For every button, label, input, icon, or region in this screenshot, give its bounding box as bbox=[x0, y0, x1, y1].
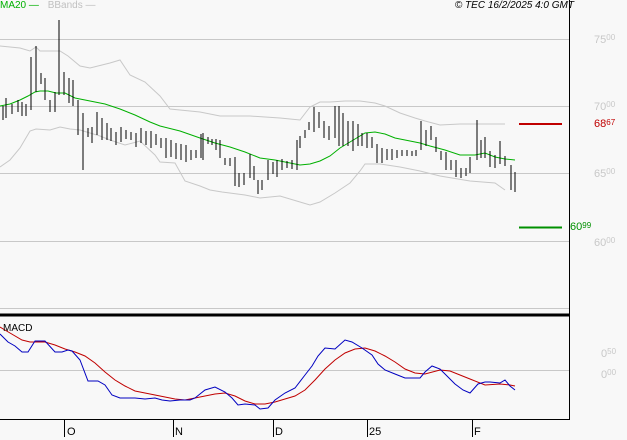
resistance-level-label: 6867 bbox=[594, 118, 616, 130]
x-label-oct: O bbox=[67, 426, 76, 438]
ohlc-bars bbox=[2, 20, 516, 194]
macd-main-line bbox=[0, 333, 516, 410]
chart-legend: MA20 — BBands — bbox=[0, 0, 96, 11]
price-label-7500: 7500 bbox=[594, 33, 616, 46]
x-label-2025: 25 bbox=[369, 426, 382, 438]
price-gridlines bbox=[0, 39, 569, 309]
legend-ma20: MA20 — bbox=[0, 0, 39, 11]
bbands-lower-line bbox=[0, 126, 506, 206]
x-axis-ticks bbox=[64, 420, 473, 437]
support-level-label: 6099 bbox=[570, 221, 592, 233]
bbands-upper-line bbox=[0, 45, 505, 126]
x-label-nov: N bbox=[175, 426, 183, 438]
x-label-feb: F bbox=[474, 426, 481, 438]
copyright-timestamp: © TEC 16/2/2025 4:0 GMT bbox=[454, 0, 574, 11]
price-label-6500: 6500 bbox=[594, 167, 616, 180]
macd-panel-title: MACD bbox=[3, 323, 33, 334]
price-label-6000: 6000 bbox=[594, 236, 616, 249]
x-label-dec: D bbox=[275, 426, 283, 438]
legend-bbands: BBands — bbox=[47, 0, 96, 11]
macd-signal-line bbox=[0, 326, 516, 405]
macd-label-000: 000 bbox=[601, 368, 617, 381]
price-label-7000: 7000 bbox=[594, 100, 616, 113]
ma20-line bbox=[0, 90, 516, 166]
macd-label-050: 050 bbox=[601, 347, 617, 360]
